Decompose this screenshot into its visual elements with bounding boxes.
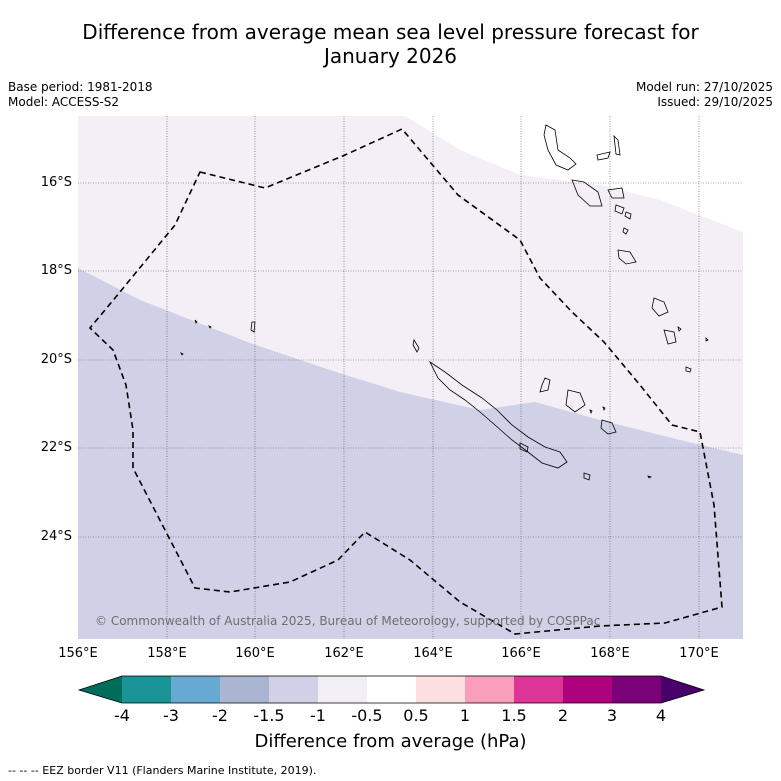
colorbar-tick: -0.5 xyxy=(351,706,383,725)
lat-label-22s: 22°S xyxy=(40,440,72,455)
lifou-island xyxy=(565,389,586,413)
chart-title: Difference from average mean sea level p… xyxy=(0,20,781,68)
colorbar-segment-4 xyxy=(269,676,318,703)
ambrym-island xyxy=(607,187,625,199)
new-caledonia-mainland xyxy=(428,360,568,469)
colorbar-extension-high xyxy=(661,676,704,703)
tongoa-island xyxy=(624,211,632,220)
pentecost-island xyxy=(613,134,621,156)
lat-label-20s: 20°S xyxy=(40,352,72,367)
erromango-island xyxy=(651,297,669,317)
colorbar-tick: -1.5 xyxy=(253,706,285,725)
tiga-island xyxy=(602,406,606,412)
loyalty-islet xyxy=(589,409,593,415)
espiritu-santo xyxy=(543,124,577,171)
copyright-notice: © Commonwealth of Australia 2025, Bureau… xyxy=(95,614,601,628)
colorbar-tick: -3 xyxy=(163,706,179,725)
metadata-right: Model run: 27/10/2025 Issued: 29/10/2025 xyxy=(636,80,773,110)
metadata-left: Base period: 1981-2018 Model: ACCESS-S2 xyxy=(8,80,153,110)
colorbar-segment-3 xyxy=(220,676,269,703)
malakula-island xyxy=(571,179,603,207)
title-line-2: January 2026 xyxy=(323,44,458,68)
colorbar-tick: 1 xyxy=(459,706,471,725)
chesterfield-islands xyxy=(250,321,256,333)
eez-footnote: -- -- -- EEZ border V11 (Flanders Marine… xyxy=(8,764,317,777)
aniwa-island xyxy=(705,337,709,342)
title-line-1: Difference from average mean sea level p… xyxy=(82,20,699,44)
colorbar-segment-7 xyxy=(416,676,465,703)
lon-label-156e: 156°E xyxy=(58,646,98,661)
graticule xyxy=(78,116,743,639)
efate-island xyxy=(617,249,637,265)
colorbar-tick: 2 xyxy=(557,706,569,725)
reef-islet-3 xyxy=(180,352,184,356)
colorbar-segment-11 xyxy=(612,676,661,703)
lat-label-16s: 16°S xyxy=(40,175,72,190)
issued-date: Issued: 29/10/2025 xyxy=(657,95,773,109)
lon-label-170e: 170°E xyxy=(679,646,719,661)
colorbar-tick: 3 xyxy=(606,706,618,725)
colorbar-segment-8 xyxy=(465,676,514,703)
hunter-island xyxy=(647,475,653,479)
lon-label-160e: 160°E xyxy=(235,646,275,661)
aneityum-island xyxy=(685,366,692,373)
reef-islet-2 xyxy=(208,325,212,329)
lon-label-162e: 162°E xyxy=(324,646,364,661)
tanna-island xyxy=(663,329,677,345)
mare-island xyxy=(600,419,617,435)
walpole-island xyxy=(583,472,591,481)
base-period: Base period: 1981-2018 xyxy=(8,80,153,94)
ouvea-island xyxy=(539,377,551,393)
colorbar-tick: 4 xyxy=(655,706,667,725)
colorbar-segment-2 xyxy=(171,676,220,703)
lon-label-164e: 164°E xyxy=(413,646,453,661)
eez-border xyxy=(88,128,723,635)
colorbar-tick: -4 xyxy=(114,706,130,725)
lon-label-168e: 168°E xyxy=(590,646,630,661)
futuna-island xyxy=(677,326,682,332)
colorbar-outline xyxy=(77,675,706,704)
colorbar-tick: 1.5 xyxy=(501,706,527,725)
epi-island xyxy=(614,204,625,215)
maewo-island xyxy=(596,151,611,161)
colorbar-tick: 0.5 xyxy=(403,706,429,725)
lat-label-18s: 18°S xyxy=(40,263,72,278)
reef-islet-1 xyxy=(194,319,198,324)
belep-islands xyxy=(412,338,420,353)
colorbar-tick: -1 xyxy=(310,706,326,725)
isle-of-pines xyxy=(519,442,529,453)
colorbar-segment-5 xyxy=(318,676,367,703)
emae-island xyxy=(622,227,629,235)
model-name: Model: ACCESS-S2 xyxy=(8,95,120,109)
colorbar-tick: -2 xyxy=(212,706,228,725)
colorbar-segment-10 xyxy=(563,676,612,703)
colorbar-segment-9 xyxy=(514,676,563,703)
anomaly-region-neutral xyxy=(78,116,743,232)
colorbar-extension-low xyxy=(79,676,122,703)
model-run: Model run: 27/10/2025 xyxy=(635,80,773,94)
lat-label-24s: 24°S xyxy=(40,529,72,544)
anomaly-region-minus-1 xyxy=(78,268,743,639)
colorbar-segment-6 xyxy=(367,676,416,703)
lon-label-166e: 166°E xyxy=(501,646,541,661)
lon-label-158e: 158°E xyxy=(147,646,187,661)
colorbar-segment-1 xyxy=(122,676,171,703)
colorbar-label: Difference from average (hPa) xyxy=(254,731,527,752)
coastlines xyxy=(180,124,709,481)
